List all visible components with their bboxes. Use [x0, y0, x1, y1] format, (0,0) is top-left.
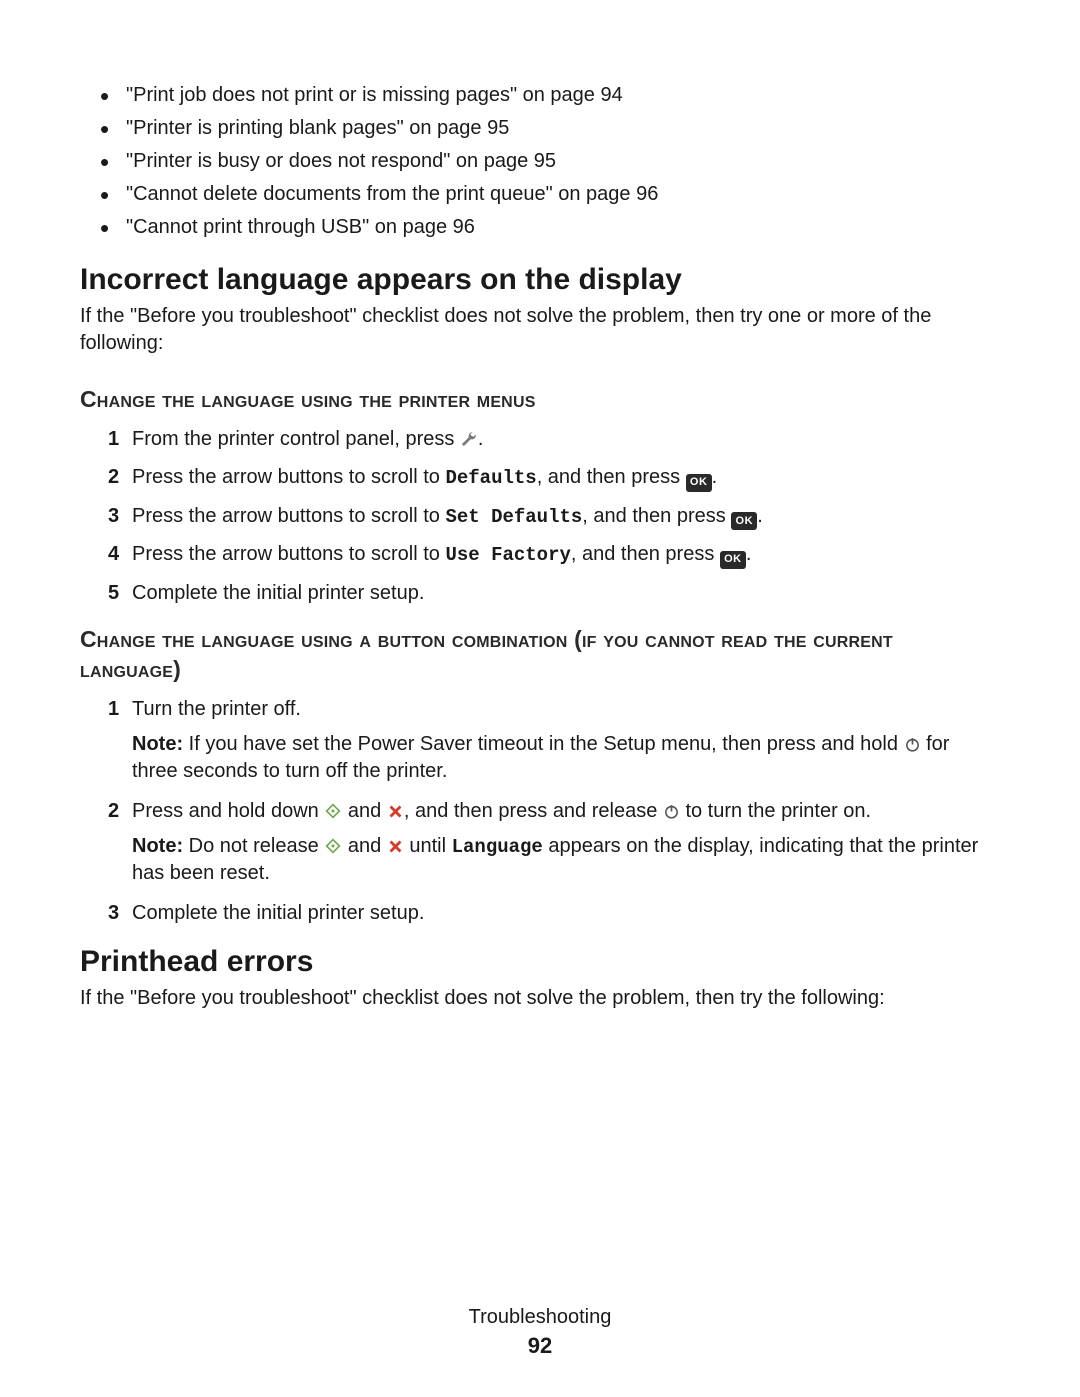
- list-item: "Printer is busy or does not respond" on…: [80, 148, 1000, 175]
- subheading-button-combo: Change the language using a button combi…: [80, 625, 1000, 685]
- page-number: 92: [0, 1333, 1080, 1359]
- step-text: .: [757, 505, 763, 527]
- step: Press the arrow buttons to scroll to Use…: [108, 540, 1000, 569]
- step-text: From the printer control panel, press: [132, 428, 460, 450]
- list-item: "Cannot print through USB" on page 96: [80, 214, 1000, 241]
- section-heading-incorrect-language: Incorrect language appears on the displa…: [80, 263, 1000, 297]
- steps-menus: From the printer control panel, press . …: [80, 425, 1000, 607]
- step-text: , and then press: [582, 505, 731, 527]
- note-label: Note:: [132, 835, 183, 857]
- ok-icon: OK: [731, 512, 757, 530]
- list-item: "Printer is printing blank pages" on pag…: [80, 115, 1000, 142]
- diamond-icon: [324, 802, 342, 820]
- step: Turn the printer off. Note: If you have …: [108, 695, 1000, 785]
- step: Press the arrow buttons to scroll to Def…: [108, 463, 1000, 492]
- step-text: , and then press: [571, 543, 720, 565]
- mono-text: Use Factory: [445, 544, 570, 566]
- steps-button-combo: Turn the printer off. Note: If you have …: [80, 695, 1000, 928]
- step: Complete the initial printer setup.: [108, 579, 1000, 607]
- step: Press and hold down and , and then press…: [108, 797, 1000, 888]
- step-text: , and then press and release: [404, 800, 663, 822]
- topic-links-list: "Print job does not print or is missing …: [80, 82, 1000, 241]
- step-text: to turn the printer on.: [680, 800, 871, 822]
- section-intro: If the "Before you troubleshoot" checkli…: [80, 303, 1000, 357]
- step-text: Press and hold down: [132, 800, 324, 822]
- list-item: "Print job does not print or is missing …: [80, 82, 1000, 109]
- ok-icon: OK: [686, 474, 712, 492]
- mono-text: Language: [452, 836, 543, 858]
- step-text: .: [746, 543, 752, 565]
- mono-text: Set Defaults: [445, 506, 582, 528]
- footer-label: Troubleshooting: [0, 1306, 1080, 1329]
- note-text: Do not release: [183, 835, 324, 857]
- wrench-icon: [460, 430, 478, 448]
- note-text: If you have set the Power Saver timeout …: [183, 733, 903, 755]
- note: Note: If you have set the Power Saver ti…: [132, 731, 1000, 785]
- step-text: Press the arrow buttons to scroll to: [132, 466, 445, 488]
- ok-icon: OK: [720, 551, 746, 569]
- section-heading-printhead: Printhead errors: [80, 945, 1000, 979]
- step: Complete the initial printer setup.: [108, 899, 1000, 927]
- list-item: "Cannot delete documents from the print …: [80, 181, 1000, 208]
- power-icon: [663, 803, 680, 820]
- step-text: .: [478, 428, 484, 450]
- page-body: "Print job does not print or is missing …: [0, 0, 1080, 1012]
- step-text: and: [342, 800, 386, 822]
- section-intro: If the "Before you troubleshoot" checkli…: [80, 985, 1000, 1012]
- step-text: Turn the printer off.: [132, 698, 301, 720]
- step-text: Press the arrow buttons to scroll to: [132, 505, 445, 527]
- step-text: Press the arrow buttons to scroll to: [132, 543, 445, 565]
- subheading-menus: Change the language using the printer me…: [80, 385, 1000, 415]
- step-text: , and then press: [537, 466, 686, 488]
- note: Note: Do not release and until Language …: [132, 833, 1000, 888]
- page-footer: Troubleshooting 92: [0, 1306, 1080, 1359]
- note-label: Note:: [132, 733, 183, 755]
- cross-icon: [387, 838, 404, 855]
- note-text: until: [404, 835, 452, 857]
- diamond-icon: [324, 837, 342, 855]
- step-text: .: [712, 466, 718, 488]
- step: From the printer control panel, press .: [108, 425, 1000, 453]
- step: Press the arrow buttons to scroll to Set…: [108, 502, 1000, 531]
- note-text: and: [342, 835, 386, 857]
- cross-icon: [387, 803, 404, 820]
- mono-text: Defaults: [445, 467, 536, 489]
- power-icon: [904, 736, 921, 753]
